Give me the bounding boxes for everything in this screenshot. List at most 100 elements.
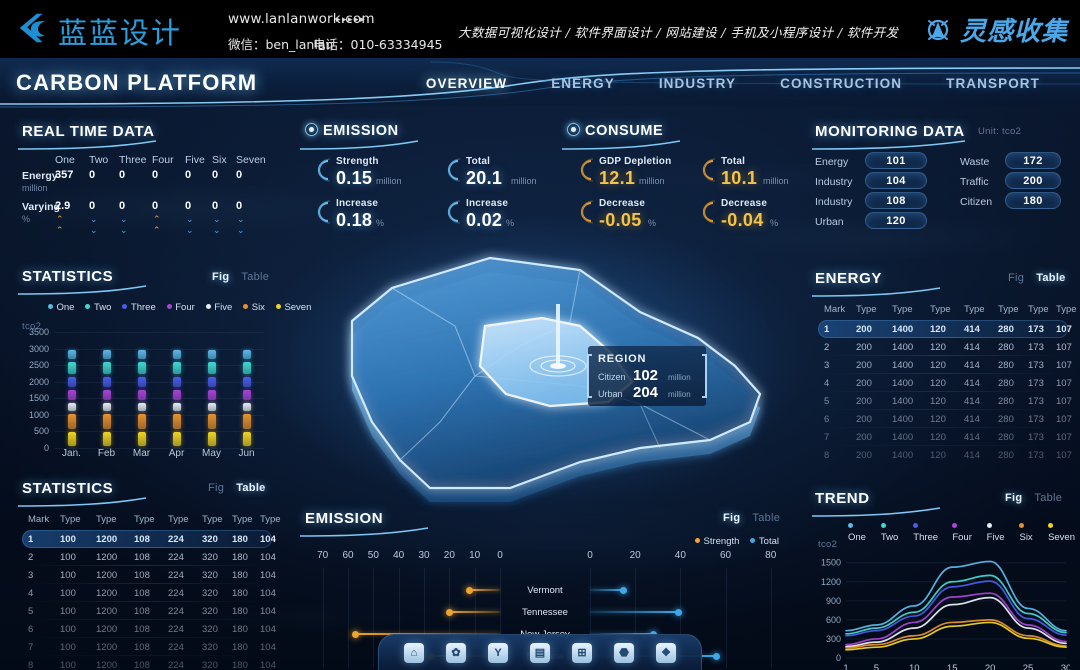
statistics-bar-chart: 0 500 1000 1500 2000 2500 3000 3500 — [18, 327, 268, 453]
table-cell: 120 — [930, 414, 946, 425]
tab-fig[interactable]: Fig — [723, 512, 741, 524]
tab-table[interactable]: Table — [241, 271, 270, 283]
table-cell: 2 — [28, 552, 34, 563]
tab-table[interactable]: Table — [1034, 492, 1063, 504]
table-row[interactable]: 1 100 1200 108 224 320 180 104 — [22, 530, 276, 548]
gridline — [54, 381, 264, 383]
table-cell: 5 — [28, 606, 34, 617]
tab-table[interactable]: Table — [752, 512, 781, 524]
table-row[interactable]: 7 100 1200 108 224 320 180 104 — [22, 638, 276, 656]
rtd-col-two: Two — [89, 154, 109, 166]
region-citizen-label: Citizen — [598, 372, 626, 382]
nav-item-overview[interactable]: OVERVIEW — [425, 76, 508, 91]
table-row[interactable]: 4 100 1200 108 224 320 180 104 — [22, 584, 276, 602]
map-graphic — [285, 236, 785, 516]
statistics-chart-ylabel: tco2 — [22, 321, 42, 332]
table-row[interactable]: 8 100 1200 108 224 320 180 104 — [22, 656, 276, 670]
legend-label: Seven — [1048, 532, 1075, 543]
table-row[interactable]: 6 100 1200 108 224 320 180 104 — [22, 620, 276, 638]
table-cell: 108 — [134, 570, 150, 581]
metric-unit: million — [763, 176, 789, 186]
table-cell: 108 — [134, 606, 150, 617]
table-cell: 414 — [964, 324, 980, 335]
arc-icon — [317, 200, 331, 224]
table-cell: 120 — [930, 342, 946, 353]
tab-fig[interactable]: Fig — [1008, 272, 1025, 284]
region-citizen-value: 102 — [633, 367, 659, 384]
table-row[interactable]: 1 200 1400 120 414 280 173 107 — [818, 320, 1072, 338]
strength-dot — [466, 586, 474, 594]
bar-segment — [137, 376, 146, 388]
monitoring-value-text: 200 — [1023, 174, 1043, 187]
table-row[interactable]: 3 100 1200 108 224 320 180 104 — [22, 566, 276, 584]
table-cell: 107 — [1056, 378, 1072, 389]
bar-segment — [242, 350, 251, 360]
bar-segment — [67, 350, 76, 360]
legend-six: Six — [243, 302, 265, 313]
table-row[interactable]: 4 200 1400 120 414 280 173 107 — [818, 374, 1072, 392]
row-separator — [26, 637, 264, 638]
table-cell: 414 — [964, 378, 980, 389]
row-separator — [822, 337, 1060, 338]
nav-item-transport[interactable]: TRANSPORT — [946, 76, 1040, 91]
table-row[interactable]: 7 200 1400 120 414 280 173 107 — [818, 428, 1072, 446]
report-icon[interactable]: ▤ — [530, 642, 550, 663]
table-cell: 224 — [168, 606, 184, 617]
tab-table[interactable]: Table — [1036, 272, 1066, 284]
gridline — [348, 568, 349, 668]
table-cell: 414 — [964, 414, 980, 425]
table-header-cell: Type — [134, 514, 155, 525]
target-icon[interactable]: Y — [488, 642, 508, 663]
bar-segment — [137, 350, 146, 360]
bar-segment — [137, 403, 146, 412]
legend-six: Six — [1019, 521, 1039, 543]
home-icon[interactable]: ⌂ — [404, 642, 424, 663]
table-cell: 173 — [1028, 360, 1044, 371]
tab-table[interactable]: Table — [236, 482, 266, 494]
table-row[interactable]: 2 100 1200 108 224 320 180 104 — [22, 548, 276, 566]
table-cell: 5 — [824, 396, 830, 407]
table-cell: 414 — [964, 432, 980, 443]
arc-icon — [702, 158, 716, 182]
table-cell: 104 — [260, 624, 276, 635]
nav-item-industry[interactable]: INDUSTRY — [658, 76, 737, 91]
row-separator — [822, 445, 1060, 446]
nav-item-energy[interactable]: ENERGY — [551, 76, 615, 91]
nav-item-construction[interactable]: CONSTRUCTION — [780, 76, 903, 91]
x-tick-label: Jun — [238, 448, 255, 459]
table-row[interactable]: 6 200 1400 120 414 280 173 107 — [818, 410, 1072, 428]
table-cell: 104 — [260, 570, 276, 581]
table-cell: 7 — [824, 432, 830, 443]
statistics-data-table[interactable]: Mark Type Type Type Type Type Type Type 1 100 1200… — [22, 514, 281, 670]
region-citizen-unit: million — [668, 373, 691, 382]
energy-data-table[interactable]: Mark Type Type Type Type Type Type Type 1 200 1400… — [818, 304, 1077, 474]
table-cell: 1400 — [892, 396, 914, 407]
bar-segment — [67, 390, 76, 401]
metric-value: 0.02 — [466, 210, 503, 230]
grid-icon[interactable]: ❖ — [656, 642, 676, 663]
table-cell: 200 — [856, 342, 872, 353]
x-tick-label-left: 20 — [443, 550, 455, 561]
bar-segment — [242, 376, 251, 388]
globe-icon[interactable]: ⬣ — [614, 642, 634, 663]
inspiration-logo-icon — [927, 19, 949, 40]
region-map[interactable] — [280, 226, 790, 526]
table-row[interactable]: 5 200 1400 120 414 280 173 107 — [818, 392, 1072, 410]
bar-segment — [137, 432, 146, 447]
chart-icon[interactable]: ⊞ — [572, 642, 592, 663]
table-cell: 120 — [930, 378, 946, 389]
table-row[interactable]: 3 200 1400 120 414 280 173 107 — [818, 356, 1072, 374]
bar-segment — [102, 362, 111, 374]
svg-text:300: 300 — [826, 634, 841, 644]
tab-fig[interactable]: Fig — [212, 271, 230, 283]
table-row[interactable]: 5 100 1200 108 224 320 180 104 — [22, 602, 276, 620]
tab-fig[interactable]: Fig — [208, 482, 225, 494]
y-tick-label: 0 — [43, 443, 49, 453]
arc-icon — [580, 200, 594, 224]
tab-fig[interactable]: Fig — [1005, 492, 1023, 504]
website-url[interactable]: www.lanlanwork.com — [228, 11, 375, 27]
settings-icon[interactable]: ✿ — [446, 642, 466, 663]
table-row[interactable]: 8 200 1400 120 414 280 173 107 — [818, 446, 1072, 464]
metric-label: Strength — [336, 156, 379, 167]
table-row[interactable]: 2 200 1400 120 414 280 173 107 — [818, 338, 1072, 356]
